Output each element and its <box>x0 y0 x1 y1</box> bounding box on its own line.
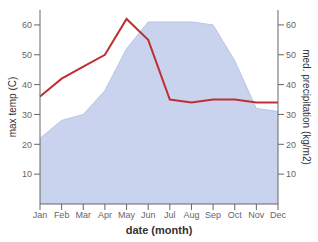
svg-text:20: 20 <box>286 140 296 150</box>
svg-text:Oct: Oct <box>228 210 243 220</box>
svg-text:40: 40 <box>286 80 296 90</box>
svg-text:60: 60 <box>22 20 32 30</box>
svg-text:10: 10 <box>286 169 296 179</box>
svg-text:Sep: Sep <box>205 210 221 220</box>
svg-text:Apr: Apr <box>98 210 112 220</box>
svg-text:30: 30 <box>22 110 32 120</box>
svg-text:May: May <box>118 210 136 220</box>
svg-text:50: 50 <box>22 50 32 60</box>
svg-text:Nov: Nov <box>248 210 265 220</box>
svg-text:30: 30 <box>286 110 296 120</box>
svg-text:50: 50 <box>286 50 296 60</box>
svg-text:Mar: Mar <box>76 210 92 220</box>
svg-text:Jun: Jun <box>141 210 156 220</box>
svg-text:60: 60 <box>286 20 296 30</box>
svg-text:20: 20 <box>22 140 32 150</box>
svg-text:40: 40 <box>22 80 32 90</box>
svg-text:10: 10 <box>22 169 32 179</box>
svg-text:Jan: Jan <box>33 210 48 220</box>
svg-text:Aug: Aug <box>183 210 199 220</box>
svg-text:med. precipitation (kg/m2): med. precipitation (kg/m2) <box>301 49 311 165</box>
svg-text:date (month): date (month) <box>126 224 193 236</box>
svg-text:Jul: Jul <box>164 210 176 220</box>
svg-text:max temp (C): max temp (C) <box>8 77 18 138</box>
svg-text:Feb: Feb <box>54 210 70 220</box>
svg-text:Dec: Dec <box>270 210 287 220</box>
